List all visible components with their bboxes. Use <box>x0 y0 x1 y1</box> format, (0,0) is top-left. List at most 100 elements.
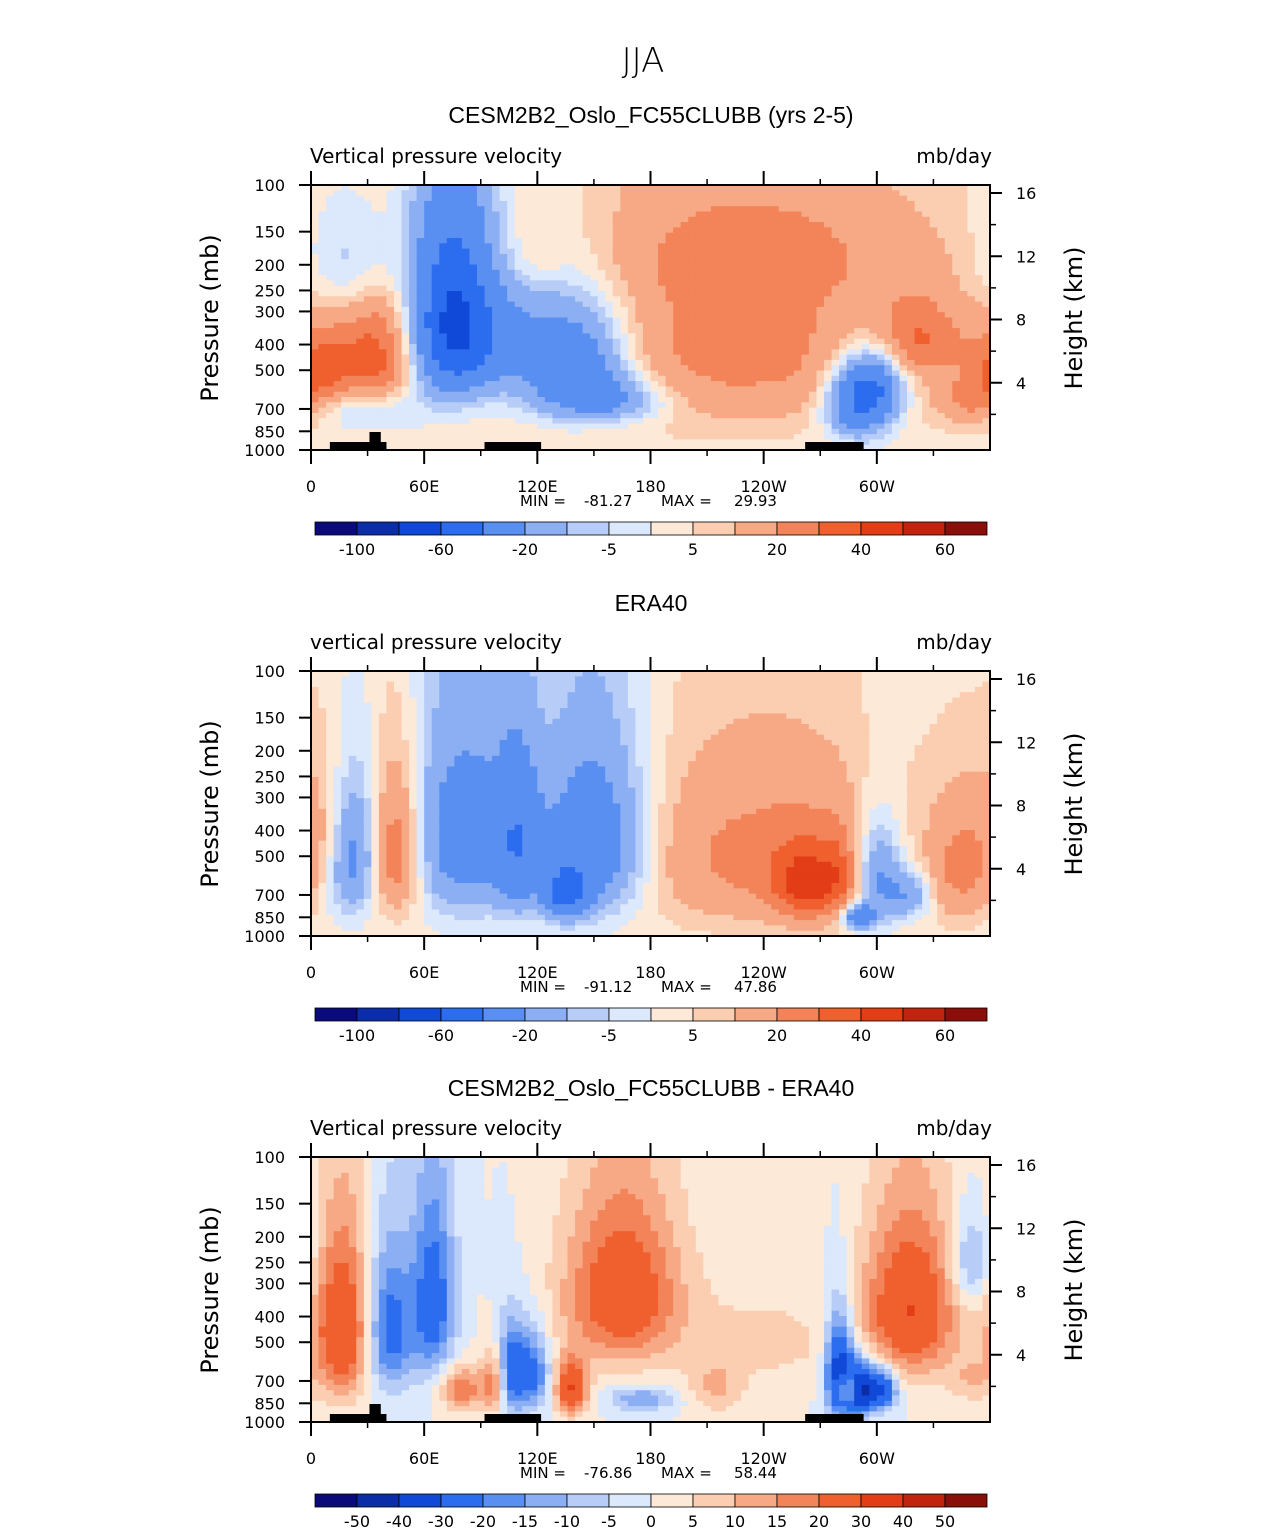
field-cell <box>552 344 560 350</box>
field-cell <box>349 280 357 286</box>
field-cell <box>590 344 598 350</box>
field-cell <box>485 307 493 313</box>
field-cell <box>937 418 945 424</box>
field-cell <box>658 280 666 286</box>
field-cell <box>334 328 342 334</box>
field-cell <box>432 243 440 249</box>
field-cell <box>937 265 945 271</box>
field-cell <box>967 265 975 271</box>
field-cell <box>477 349 485 355</box>
field-cell <box>915 233 923 239</box>
field-cell <box>643 275 651 281</box>
field-cell <box>635 397 643 403</box>
field-cell <box>960 201 968 207</box>
field-cell <box>877 233 885 239</box>
field-cell <box>613 424 621 430</box>
field-cell <box>356 233 364 239</box>
field-cell <box>522 318 530 324</box>
field-cell <box>507 254 515 260</box>
field-cell <box>537 397 545 403</box>
field-cell <box>884 682 892 688</box>
field-cell <box>771 238 779 244</box>
field-cell <box>605 212 613 218</box>
field-cell <box>764 196 772 202</box>
field-cell <box>975 360 983 366</box>
field-cell <box>658 434 666 440</box>
field-cell <box>319 307 327 313</box>
field-cell <box>945 212 953 218</box>
field-cell <box>779 365 787 371</box>
field-cell <box>635 222 643 228</box>
field-cell <box>424 397 432 403</box>
field-cell <box>711 328 719 334</box>
field-cell <box>930 233 938 239</box>
field-cell <box>424 280 432 286</box>
field-cell <box>530 365 538 371</box>
field-cell <box>696 243 704 249</box>
field-cell <box>703 323 711 329</box>
field-cell <box>651 238 659 244</box>
field-cell <box>869 413 877 419</box>
field-cell <box>922 280 930 286</box>
field-cell <box>764 201 772 207</box>
field-cell <box>598 333 606 339</box>
field-cell <box>485 206 493 212</box>
field-cell <box>673 318 681 324</box>
field-cell <box>869 265 877 271</box>
field-cell <box>590 687 598 693</box>
field-cell <box>537 333 545 339</box>
field-cell <box>779 238 787 244</box>
field-cell <box>967 386 975 392</box>
field-cell <box>409 333 417 339</box>
field-cell <box>386 418 394 424</box>
field-cell <box>718 318 726 324</box>
field-cell <box>311 307 319 313</box>
field-cell <box>356 344 364 350</box>
field-cell <box>598 418 606 424</box>
field-cell <box>356 413 364 419</box>
field-cell <box>364 312 372 318</box>
field-cell <box>794 333 802 339</box>
field-cell <box>628 323 636 329</box>
field-cell <box>477 259 485 265</box>
field-cell <box>892 291 900 297</box>
field-cell <box>809 233 817 239</box>
field-cell <box>922 339 930 345</box>
field-cell <box>658 233 666 239</box>
field-cell <box>364 227 372 233</box>
field-cell <box>635 365 643 371</box>
field-cell <box>537 371 545 377</box>
field-cell <box>477 418 485 424</box>
field-cell <box>907 243 915 249</box>
field-cell <box>952 206 960 212</box>
field-cell <box>945 676 953 682</box>
field-cell <box>326 190 334 196</box>
field-cell <box>613 307 621 313</box>
field-cell <box>583 206 591 212</box>
field-cell <box>877 323 885 329</box>
field-cell <box>862 349 870 355</box>
field-cell <box>545 296 553 302</box>
field-cell <box>507 238 515 244</box>
field-cell <box>779 360 787 366</box>
field-cell <box>356 307 364 313</box>
field-cell <box>801 302 809 308</box>
field-cell <box>703 190 711 196</box>
field-cell <box>326 275 334 281</box>
field-cell <box>733 676 741 682</box>
field-cell <box>552 402 560 408</box>
field-cell <box>862 249 870 255</box>
field-cell <box>673 280 681 286</box>
field-cell <box>847 682 855 688</box>
field-cell <box>952 227 960 233</box>
field-cell <box>930 201 938 207</box>
field-cell <box>628 434 636 440</box>
field-cell <box>500 259 508 265</box>
field-cell <box>447 360 455 366</box>
field-cell <box>575 307 583 313</box>
field-cell <box>462 312 470 318</box>
field-cell <box>469 190 477 196</box>
field-cell <box>666 381 674 387</box>
field-cell <box>575 344 583 350</box>
field-cell <box>500 302 508 308</box>
